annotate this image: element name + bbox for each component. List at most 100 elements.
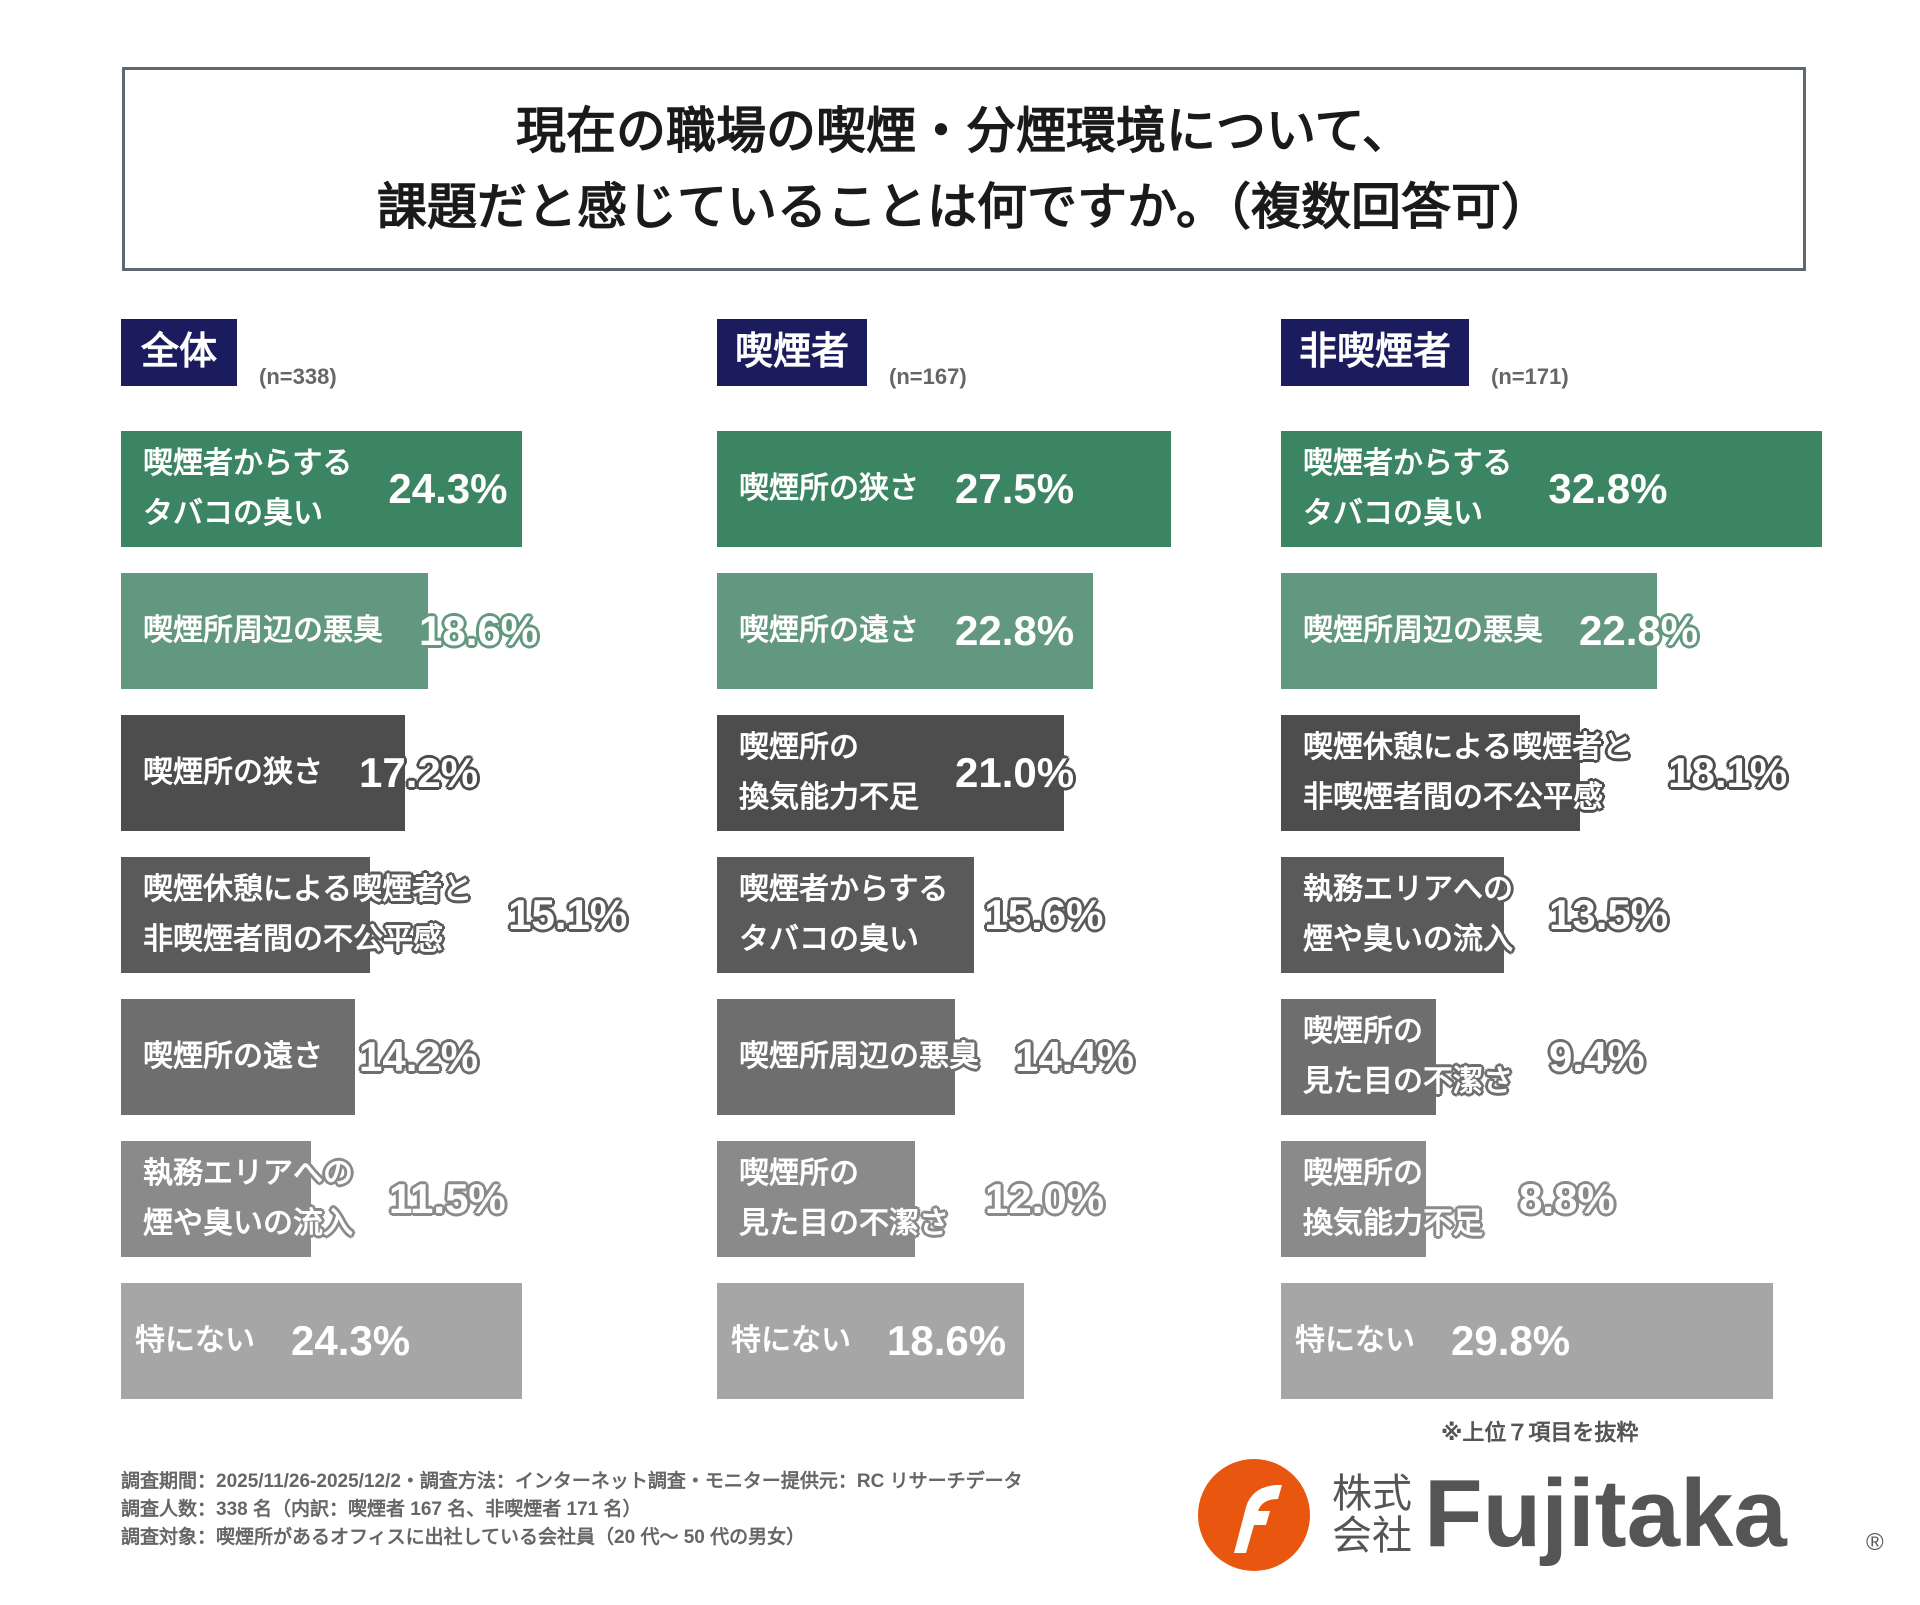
logo-prefix: 株式 会社 [1332,1472,1412,1558]
category-label: 喫煙所周辺の悪臭 [1303,614,1543,647]
bar [717,573,1094,689]
category-label: 喫煙休憩による喫煙者と 非喫煙者間の不公平感 [143,873,473,956]
bar-label-group: 特にない 18.6% [717,1283,1277,1399]
category-label: 喫煙所周辺の悪臭 [739,1040,979,1073]
bar [717,715,1064,831]
bar-row: 喫煙者からする タバコの臭い 24.3% [121,431,681,547]
category-label: 喫煙休憩による喫煙者と 非喫煙者間の不公平感 [1303,731,1633,814]
category-label: 喫煙所の遠さ [143,1040,323,1073]
bar-row: 喫煙者からする タバコの臭い 15.6% [717,857,1277,973]
category-label: 喫煙者からする タバコの臭い [1303,447,1513,530]
bar-label-group: 喫煙所周辺の悪臭 14.4% [717,999,1277,1115]
bar-row: 特にない 24.3% [121,1283,681,1399]
value-label: 11.5% [389,1175,506,1222]
bar-row: 喫煙所周辺の悪臭 14.4% [717,999,1277,1115]
value-label: 22.8% [955,607,1075,654]
bar [717,1283,1024,1399]
bar-row: 喫煙所の 換気能力不足 21.0% [717,715,1277,831]
logo-registered: ® [1866,1529,1884,1556]
column-header: 喫煙者 (n=167) [717,319,1277,389]
bar-row: 喫煙休憩による喫煙者と 非喫煙者間の不公平感 15.1% [121,857,681,973]
sample-size: (n=338) [259,364,337,389]
category-label: 特にない [731,1324,851,1357]
category-label: 喫煙所の狭さ [739,472,919,505]
value-label: 14.4% [1015,1033,1135,1080]
bar-label-group: 特にない 24.3% [121,1283,681,1399]
bar [121,857,371,973]
bar-label-group: 喫煙所周辺の悪臭 18.6% [121,573,681,689]
value-label: 29.8% [1451,1317,1571,1364]
title-box: 現在の職場の喫煙・分煙環境について、 課題だと感じていることは何ですか。（複数回… [122,67,1806,271]
column-header: 非喫煙者 (n=171) [1281,319,1841,389]
value-label: 9.4% [1549,1033,1645,1080]
bar-label-group: 喫煙所の遠さ 22.8% [717,573,1277,689]
column-header: 全体 (n=338) [121,319,681,389]
category-label: 特にない [1295,1324,1415,1357]
bar-label-group: 喫煙所の 換気能力不足 21.0% [717,715,1277,831]
category-label: 喫煙所の 見た目の不潔さ [739,1157,949,1240]
bar [121,431,522,547]
value-label: 8.8% [1519,1175,1615,1222]
bar-row: 喫煙所周辺の悪臭 22.8% [1281,573,1841,689]
bar-label-group: 喫煙者からする タバコの臭い 32.8% [1281,431,1841,547]
sample-size: (n=167) [889,364,967,389]
value-label: 22.8% [1579,607,1699,654]
bar-label-group: 喫煙所の 換気能力不足 8.8% [1281,1141,1841,1257]
footer-period: 調査期間：2025/11/26-2025/12/2・調査方法：インターネット調査… [121,1471,1023,1492]
bar-row: 喫煙所の遠さ 14.2% [121,999,681,1115]
bar [121,573,428,689]
bar [717,1141,915,1257]
value-label: 18.6% [887,1317,1007,1364]
column-nonsmokers: 非喫煙者 (n=171) 喫煙者からする タバコの臭い 32.8% 喫煙所周辺の悪臭… [1281,319,1841,1425]
bar [121,1141,311,1257]
bar-row: 特にない 29.8% [1281,1283,1841,1399]
bar [1281,857,1504,973]
group-tag: 全体 [121,319,237,386]
bar-label-group: 喫煙休憩による喫煙者と 非喫煙者間の不公平感 18.1% [1281,715,1841,831]
category-label: 執務エリアへの 煙や臭いの流入 [143,1157,353,1240]
bar [1281,1283,1773,1399]
bar [1281,999,1437,1115]
bar-row: 喫煙所の遠さ 22.8% [717,573,1277,689]
bar [121,999,356,1115]
category-label: 喫煙者からする タバコの臭い [143,447,353,530]
value-label: 15.1% [508,891,628,938]
chart-title: 現在の職場の喫煙・分煙環境について、 課題だと感じていることは何ですか。（複数回… [377,103,1551,235]
category-label: 喫煙所の 換気能力不足 [739,731,919,814]
bar [1281,431,1823,547]
category-label: 喫煙所の 換気能力不足 [1303,1157,1483,1240]
bar-label-group: 喫煙所の遠さ 14.2% [121,999,681,1115]
bar-label-group: 特にない 29.8% [1281,1283,1841,1399]
category-label: 喫煙者からする タバコの臭い [739,873,949,956]
bar-label-group: 喫煙者からする タバコの臭い 24.3% [121,431,681,547]
bar-row: 喫煙所の 見た目の不潔さ 9.4% [1281,999,1841,1115]
bar [1281,715,1580,831]
footer-count: 調査人数：338 名（内訳：喫煙者 167 名、非喫煙者 171 名） [121,1499,642,1520]
bar-row: 喫煙所周辺の悪臭 18.6% [121,573,681,689]
logo-mark-icon [1198,1459,1310,1571]
column-smokers: 喫煙者 (n=167) 喫煙所の狭さ 27.5% 喫煙所の遠さ 22.8% 喫煙所の 換… [717,319,1277,1425]
bar-label-group: 喫煙休憩による喫煙者と 非喫煙者間の不公平感 15.1% [121,857,681,973]
value-label: 21.0% [955,749,1075,796]
note: ※上位７項目を抜粋 [1441,1420,1639,1445]
bar-row: 執務エリアへの 煙や臭いの流入 11.5% [121,1141,681,1257]
category-label: 特にない [135,1324,255,1357]
value-label: 24.3% [291,1317,411,1364]
value-label: 12.0% [985,1175,1105,1222]
bar [717,857,975,973]
value-label: 27.5% [955,465,1075,512]
bar-label-group: 喫煙所の 見た目の不潔さ 12.0% [717,1141,1277,1257]
bar-label-group: 執務エリアへの 煙や臭いの流入 13.5% [1281,857,1841,973]
bar [717,999,955,1115]
value-label: 18.1% [1668,749,1788,796]
category-label: 喫煙所周辺の悪臭 [143,614,383,647]
bar-row: 喫煙所の 換気能力不足 8.8% [1281,1141,1841,1257]
value-label: 13.5% [1549,891,1669,938]
bar-label-group: 喫煙所周辺の悪臭 22.8% [1281,573,1841,689]
bar-label-group: 喫煙所の狭さ 27.5% [717,431,1277,547]
logo-name: Fujitaka [1424,1460,1787,1567]
column-overall: 全体 (n=338) 喫煙者からする タバコの臭い 24.3% 喫煙所周辺の悪臭 18… [121,319,681,1425]
bar-row: 執務エリアへの 煙や臭いの流入 13.5% [1281,857,1841,973]
bar-row: 喫煙所の狭さ 27.5% [717,431,1277,547]
group-tag: 喫煙者 [717,319,868,386]
